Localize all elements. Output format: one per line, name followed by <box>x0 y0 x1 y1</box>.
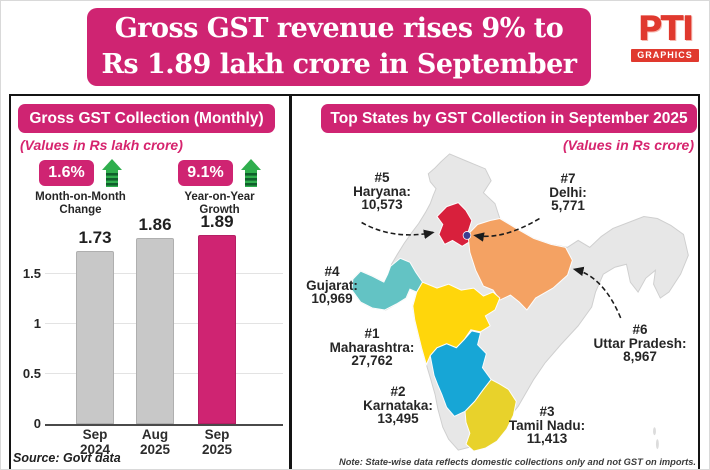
source-note: Source: Govt data <box>13 451 121 465</box>
frame-right-line <box>698 94 700 469</box>
monthly-collection-panel: Gross GST Collection (Monthly) (Values i… <box>11 96 289 469</box>
uttar-pradesh-value: 8,967 <box>623 349 657 364</box>
karnataka-value: 13,495 <box>377 411 419 426</box>
label-gujarat: #4 Gujarat: 10,969 <box>276 265 388 306</box>
x-axis-label: Sep 2025 <box>201 427 233 457</box>
map-footnote: Note: State-wise data reflects domestic … <box>339 457 696 467</box>
mom-change-label: Month-on-Month Change <box>21 191 141 216</box>
island-speck <box>655 439 659 450</box>
tamil-nadu-name: Tamil Nadu: <box>508 417 586 433</box>
y-axis-tick: 0.5 <box>22 366 41 381</box>
state-karnataka <box>429 330 492 417</box>
pti-graphics-label: GRAPHICS <box>631 49 699 62</box>
mom-change-badge: 1.6% <box>39 160 94 186</box>
bar-value: 1.73 <box>78 228 112 247</box>
left-panel-subtitle: (Values in Rs lakh crore) <box>20 137 183 153</box>
yoy-label-line1: Year-on-Year <box>184 191 255 203</box>
island-speck <box>653 427 656 436</box>
yoy-growth-label: Year-on-Year Growth <box>160 191 280 216</box>
delhi-name: Delhi: <box>549 184 587 200</box>
gujarat-value: 10,969 <box>311 291 353 306</box>
pti-logo-text: PTI <box>637 9 695 49</box>
stats-row: 1.6% Month-on-Month Change 9.1% <box>11 158 289 216</box>
haryana-value: 10,573 <box>361 197 403 212</box>
bar-chart-plot-area: 0 0.5 1 1.5 1.73 Sep 2024 1.86 Aug 2025 1.89 Sep … <box>23 212 283 456</box>
y-axis-tick: 0 <box>33 416 41 431</box>
yoy-label-line2: Growth <box>199 203 240 216</box>
label-tamil-nadu: #3 Tamil Nadu: 11,413 <box>482 405 612 446</box>
pti-graphics-logo: PTI GRAPHICS <box>631 9 699 62</box>
bar-value: 1.86 <box>138 215 172 234</box>
y-axis-tick: 1 <box>33 316 41 331</box>
state-tamil-nadu <box>464 378 517 452</box>
gujarat-name: Gujarat: <box>306 277 358 293</box>
haryana-name: Haryana: <box>353 183 411 199</box>
uttar-pradesh-name: Uttar Pradesh: <box>593 335 687 351</box>
delhi-rank: #7 <box>560 171 576 186</box>
y-axis-tick: 1.5 <box>22 266 41 281</box>
bar-group: 1.89 Sep 2025 <box>198 212 236 456</box>
uttar-pradesh-rank: #6 <box>632 322 648 337</box>
gst-monthly-bar-chart: 0 0.5 1 1.5 1.73 Sep 2024 1.86 Aug 2025 1.89 Sep … <box>11 212 289 458</box>
gujarat-rank: #4 <box>324 264 340 279</box>
frame-left-line <box>9 94 11 469</box>
bar-value: 1.89 <box>200 212 234 231</box>
delhi-value: 5,771 <box>551 198 585 213</box>
maharashtra-value: 27,762 <box>351 353 393 368</box>
label-karnataka: #2 Karnataka: 13,495 <box>333 385 463 426</box>
state-delhi <box>462 231 472 240</box>
headline-banner: Gross GST revenue rises 9% to Rs 1.89 la… <box>87 8 591 86</box>
maharashtra-rank: #1 <box>364 326 380 341</box>
right-panel-title: Top States by GST Collection in Septembe… <box>321 104 697 133</box>
uttar-pradesh-arrow <box>572 266 622 319</box>
bar-sep-2025 <box>198 235 236 424</box>
frame-top-line <box>9 94 700 96</box>
tamil-nadu-value: 11,413 <box>526 431 568 446</box>
up-arrow-icon <box>101 159 122 187</box>
karnataka-rank: #2 <box>390 384 406 399</box>
headline-line2: Rs 1.89 lakh crore in September <box>101 49 577 80</box>
india-map <box>351 153 689 452</box>
label-uttar-pradesh: #6 Uttar Pradesh: 8,967 <box>570 323 710 364</box>
x-axis-label: Sep 2024 <box>79 427 111 457</box>
yoy-growth-badge: 9.1% <box>178 160 233 186</box>
tamil-nadu-rank: #3 <box>539 404 555 419</box>
label-delhi: #7 Delhi: 5,771 <box>508 172 628 213</box>
mom-label-line2: Change <box>59 203 102 216</box>
yoy-growth-stat: 9.1% Year-on-Year Growth <box>160 158 280 216</box>
mom-change-stat: 1.6% Month-on-Month Change <box>21 158 141 216</box>
label-maharashtra: #1 Maharashtra: 27,762 <box>302 327 442 368</box>
state-uttar-pradesh <box>467 218 573 311</box>
state-maharashtra <box>412 281 501 367</box>
india-map-area: #1 Maharashtra: 27,762 #2 Karnataka: 13,… <box>292 141 698 469</box>
haryana-arrow <box>361 221 435 239</box>
left-panel-title: Gross GST Collection (Monthly) <box>18 104 275 133</box>
label-haryana: #5 Haryana: 10,573 <box>317 171 447 212</box>
x-axis-label: Aug 2025 <box>139 427 171 457</box>
panel-divider-line <box>289 94 292 469</box>
bar-sep-2024 <box>76 251 114 424</box>
top-states-panel: Top States by GST Collection in Septembe… <box>292 96 698 469</box>
bar-group: 1.73 Sep 2024 <box>76 226 114 456</box>
bar-group: 1.86 Aug 2025 <box>136 215 174 456</box>
bar-aug-2025 <box>136 238 174 424</box>
haryana-rank: #5 <box>374 170 390 185</box>
headline-line1: Gross GST revenue rises 9% to <box>114 13 564 44</box>
mom-label-line1: Month-on-Month <box>35 191 126 203</box>
state-gujarat <box>351 257 424 311</box>
right-panel-subtitle: (Values in Rs crore) <box>563 137 694 153</box>
delhi-arrow <box>473 217 540 242</box>
karnataka-name: Karnataka: <box>363 397 433 413</box>
up-arrow-icon <box>240 159 261 187</box>
maharashtra-name: Maharashtra: <box>329 339 415 355</box>
